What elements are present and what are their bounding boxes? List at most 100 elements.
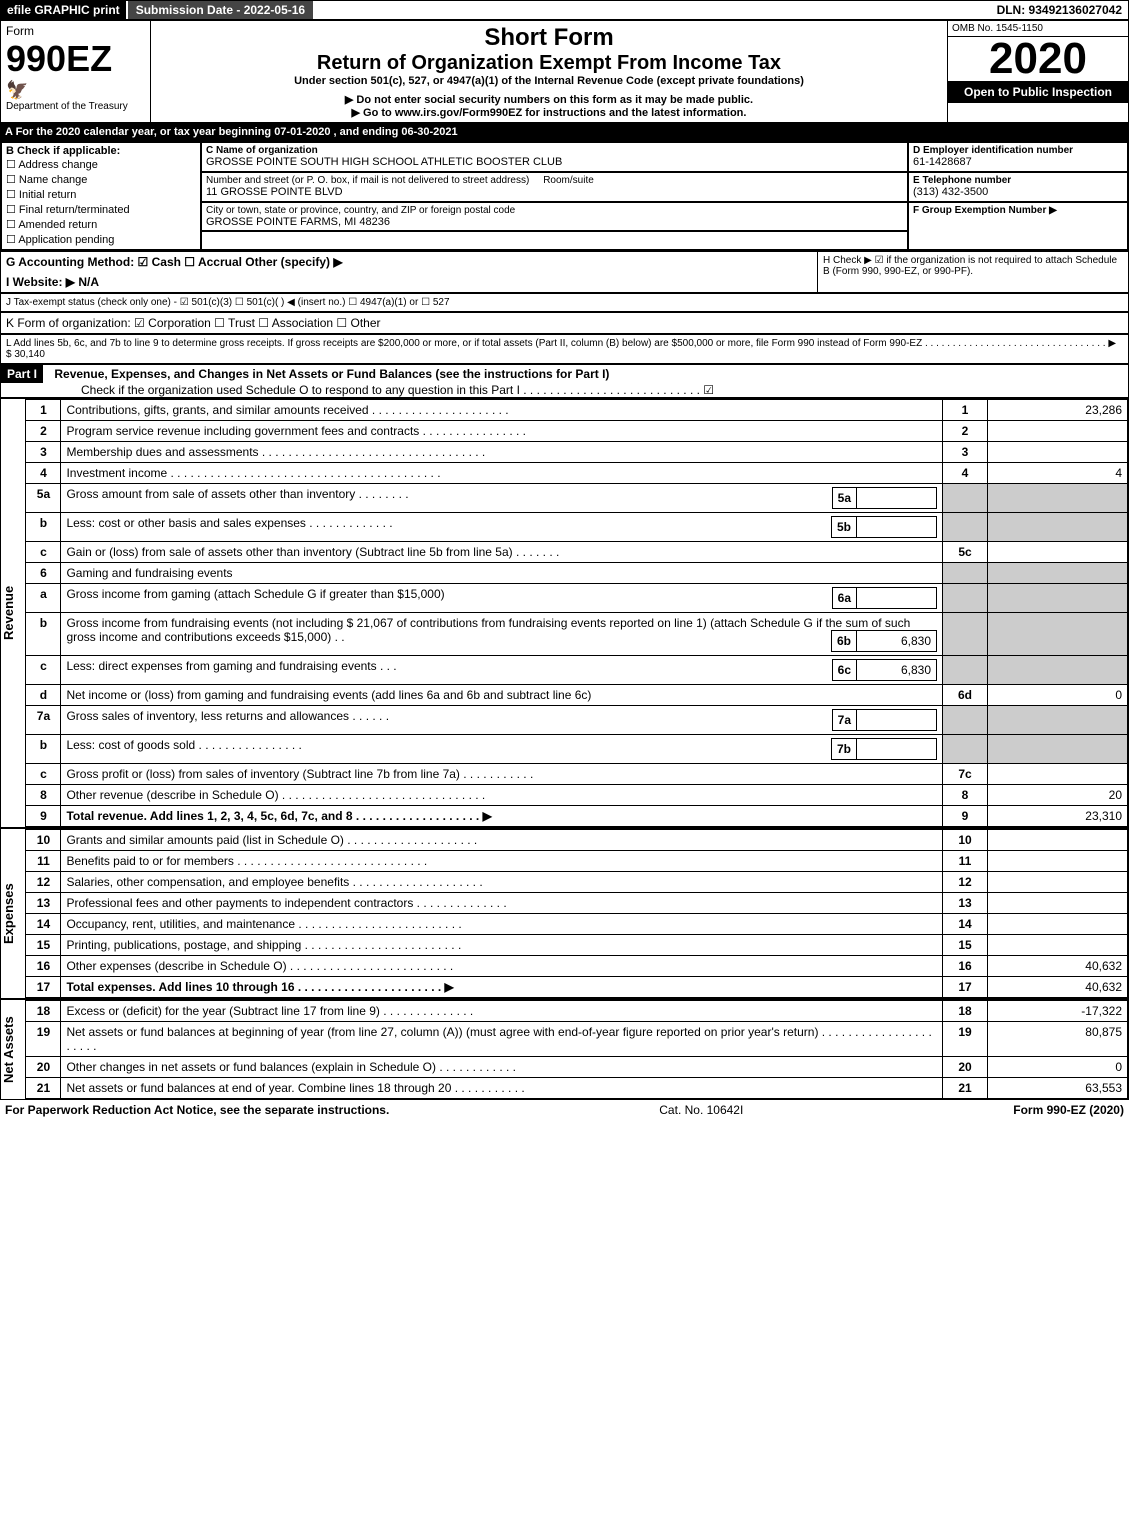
- chk-final-return[interactable]: ☐ Final return/terminated: [6, 202, 196, 217]
- city-label: City or town, state or province, country…: [206, 205, 903, 216]
- line-5c: cGain or (loss) from sale of assets othe…: [26, 542, 1128, 563]
- line-6: 6Gaming and fundraising events: [26, 563, 1128, 584]
- line-k[interactable]: K Form of organization: ☑ Corporation ☐ …: [0, 312, 1129, 334]
- note-link[interactable]: ▶ Go to www.irs.gov/Form990EZ for instru…: [156, 106, 942, 119]
- year-cell: OMB No. 1545-1150 2020 Open to Public In…: [948, 21, 1128, 122]
- c-name-label: C Name of organization: [206, 145, 903, 156]
- line-5a: 5aGross amount from sale of assets other…: [26, 484, 1128, 513]
- line-4: 4Investment income . . . . . . . . . . .…: [26, 463, 1128, 484]
- page-footer: For Paperwork Reduction Act Notice, see …: [0, 1100, 1129, 1120]
- line-19: 19Net assets or fund balances at beginni…: [26, 1022, 1128, 1057]
- chk-name-change[interactable]: ☐ Name change: [6, 172, 196, 187]
- line-l: L Add lines 5b, 6c, and 7b to line 9 to …: [0, 334, 1129, 364]
- form-number: 990EZ: [6, 38, 145, 80]
- line-5b: bLess: cost or other basis and sales exp…: [26, 513, 1128, 542]
- line-8: 8Other revenue (describe in Schedule O) …: [26, 785, 1128, 806]
- efile-print-button[interactable]: efile GRAPHIC print: [1, 1, 126, 19]
- expenses-table: 10Grants and similar amounts paid (list …: [25, 829, 1128, 998]
- org-info-grid: B Check if applicable: ☐ Address change …: [0, 141, 1129, 251]
- period-row: A For the 2020 calendar year, or tax yea…: [0, 123, 1129, 141]
- netassets-section: Net Assets 18Excess or (deficit) for the…: [0, 999, 1129, 1100]
- line-7c: cGross profit or (loss) from sales of in…: [26, 764, 1128, 785]
- chk-amended-return[interactable]: ☐ Amended return: [6, 217, 196, 232]
- chk-application-pending[interactable]: ☐ Application pending: [6, 232, 196, 247]
- dept-treasury: Department of the Treasury: [6, 101, 145, 112]
- line-13: 13Professional fees and other payments t…: [26, 893, 1128, 914]
- line-7a: 7aGross sales of inventory, less returns…: [26, 706, 1128, 735]
- line-1: 1Contributions, gifts, grants, and simil…: [26, 400, 1128, 421]
- eagle-icon: 🦅: [6, 80, 145, 101]
- line-9: 9Total revenue. Add lines 1, 2, 3, 4, 5c…: [26, 806, 1128, 827]
- line-20: 20Other changes in net assets or fund ba…: [26, 1057, 1128, 1078]
- main-title: Return of Organization Exempt From Incom…: [156, 52, 942, 75]
- part1-check[interactable]: Check if the organization used Schedule …: [1, 383, 1128, 397]
- line-6a: aGross income from gaming (attach Schedu…: [26, 584, 1128, 613]
- row-gh: G Accounting Method: ☑ Cash ☐ Accrual Ot…: [0, 251, 1129, 293]
- line-3: 3Membership dues and assessments . . . .…: [26, 442, 1128, 463]
- line-16: 16Other expenses (describe in Schedule O…: [26, 956, 1128, 977]
- part1-title: Revenue, Expenses, and Changes in Net As…: [46, 367, 609, 381]
- top-bar: efile GRAPHIC print Submission Date - 20…: [0, 0, 1129, 20]
- line-h[interactable]: H Check ▶ ☑ if the organization is not r…: [818, 252, 1128, 292]
- chk-address-change[interactable]: ☐ Address change: [6, 157, 196, 172]
- section-c-city: City or town, state or province, country…: [201, 202, 908, 232]
- line-21: 21Net assets or fund balances at end of …: [26, 1078, 1128, 1099]
- line-10: 10Grants and similar amounts paid (list …: [26, 830, 1128, 851]
- subtitle: Under section 501(c), 527, or 4947(a)(1)…: [156, 75, 942, 87]
- section-c-street: Number and street (or P. O. box, if mail…: [201, 172, 908, 202]
- line-6c: cLess: direct expenses from gaming and f…: [26, 656, 1128, 685]
- dln-label: DLN: 93492136027042: [991, 1, 1128, 19]
- period-text: A For the 2020 calendar year, or tax yea…: [5, 126, 458, 138]
- title-cell: Short Form Return of Organization Exempt…: [151, 21, 948, 122]
- city: GROSSE POINTE FARMS, MI 48236: [206, 216, 903, 228]
- line-i: I Website: ▶ N/A: [6, 275, 812, 289]
- revenue-section: Revenue 1Contributions, gifts, grants, a…: [0, 398, 1129, 828]
- street: 11 GROSSE POINTE BLVD: [206, 186, 903, 198]
- section-f: F Group Exemption Number ▶: [908, 202, 1128, 251]
- revenue-table: 1Contributions, gifts, grants, and simil…: [25, 399, 1128, 827]
- e-label: E Telephone number: [913, 175, 1123, 186]
- chk-initial-return[interactable]: ☐ Initial return: [6, 187, 196, 202]
- footer-cat: Cat. No. 10642I: [659, 1103, 743, 1117]
- line-15: 15Printing, publications, postage, and s…: [26, 935, 1128, 956]
- line-j[interactable]: J Tax-exempt status (check only one) - ☑…: [0, 293, 1129, 312]
- line-6d: dNet income or (loss) from gaming and fu…: [26, 685, 1128, 706]
- line-g[interactable]: G Accounting Method: ☑ Cash ☐ Accrual Ot…: [6, 255, 812, 269]
- short-form-title: Short Form: [156, 24, 942, 52]
- section-e: E Telephone number (313) 432-3500: [908, 172, 1128, 202]
- footer-left: For Paperwork Reduction Act Notice, see …: [5, 1103, 389, 1117]
- part1-header-row: Part I Revenue, Expenses, and Changes in…: [0, 364, 1129, 398]
- section-c-spacer: [201, 231, 908, 250]
- netassets-vlabel: Net Assets: [1, 1000, 25, 1099]
- form-id-cell: Form 990EZ 🦅 Department of the Treasury: [1, 21, 151, 122]
- line-7b: bLess: cost of goods sold . . . . . . . …: [26, 735, 1128, 764]
- line-12: 12Salaries, other compensation, and empl…: [26, 872, 1128, 893]
- open-public-badge: Open to Public Inspection: [948, 81, 1128, 103]
- footer-right: Form 990-EZ (2020): [1013, 1103, 1124, 1117]
- tax-year: 2020: [948, 37, 1128, 81]
- netassets-table: 18Excess or (deficit) for the year (Subt…: [25, 1000, 1128, 1099]
- b-title: B Check if applicable:: [6, 145, 196, 157]
- expenses-section: Expenses 10Grants and similar amounts pa…: [0, 828, 1129, 999]
- expenses-vlabel: Expenses: [1, 829, 25, 998]
- line-17: 17Total expenses. Add lines 10 through 1…: [26, 977, 1128, 998]
- line-18: 18Excess or (deficit) for the year (Subt…: [26, 1001, 1128, 1022]
- line-2: 2Program service revenue including gover…: [26, 421, 1128, 442]
- phone: (313) 432-3500: [913, 186, 1123, 198]
- f-label: F Group Exemption Number ▶: [913, 205, 1123, 216]
- street-label: Number and street (or P. O. box, if mail…: [206, 175, 903, 186]
- section-d: D Employer identification number 61-1428…: [908, 142, 1128, 172]
- form-header: Form 990EZ 🦅 Department of the Treasury …: [0, 20, 1129, 123]
- section-b: B Check if applicable: ☐ Address change …: [1, 142, 201, 250]
- line-14: 14Occupancy, rent, utilities, and mainte…: [26, 914, 1128, 935]
- part1-label: Part I: [1, 365, 43, 383]
- form-word: Form: [6, 24, 145, 38]
- d-label: D Employer identification number: [913, 145, 1123, 156]
- section-c-name: C Name of organization GROSSE POINTE SOU…: [201, 142, 908, 172]
- org-name: GROSSE POINTE SOUTH HIGH SCHOOL ATHLETIC…: [206, 156, 903, 168]
- submission-date: Submission Date - 2022-05-16: [128, 1, 313, 19]
- ein: 61-1428687: [913, 156, 1123, 168]
- line-11: 11Benefits paid to or for members . . . …: [26, 851, 1128, 872]
- revenue-vlabel: Revenue: [1, 399, 25, 827]
- note-ssn: ▶ Do not enter social security numbers o…: [156, 93, 942, 106]
